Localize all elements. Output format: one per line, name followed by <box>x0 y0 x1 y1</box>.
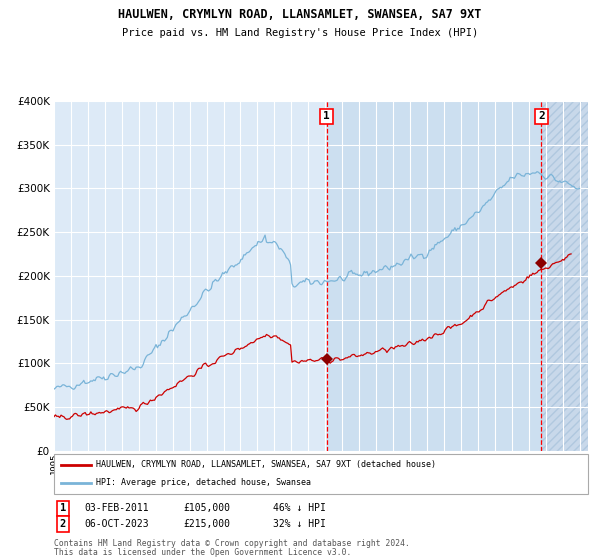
Text: 32% ↓ HPI: 32% ↓ HPI <box>273 519 326 529</box>
Text: HAULWEN, CRYMLYN ROAD, LLANSAMLET, SWANSEA, SA7 9XT: HAULWEN, CRYMLYN ROAD, LLANSAMLET, SWANS… <box>118 8 482 21</box>
Text: 2: 2 <box>60 519 66 529</box>
Text: HAULWEN, CRYMLYN ROAD, LLANSAMLET, SWANSEA, SA7 9XT (detached house): HAULWEN, CRYMLYN ROAD, LLANSAMLET, SWANS… <box>96 460 436 469</box>
Text: Contains HM Land Registry data © Crown copyright and database right 2024.: Contains HM Land Registry data © Crown c… <box>54 539 410 548</box>
Text: HPI: Average price, detached house, Swansea: HPI: Average price, detached house, Swan… <box>96 478 311 487</box>
Bar <box>541 101 588 451</box>
Text: 2: 2 <box>538 111 545 122</box>
Text: 03-FEB-2011: 03-FEB-2011 <box>84 503 149 514</box>
Text: 46% ↓ HPI: 46% ↓ HPI <box>273 503 326 514</box>
Bar <box>326 101 541 451</box>
Text: £105,000: £105,000 <box>183 503 230 514</box>
Text: Price paid vs. HM Land Registry's House Price Index (HPI): Price paid vs. HM Land Registry's House … <box>122 28 478 38</box>
Text: 06-OCT-2023: 06-OCT-2023 <box>84 519 149 529</box>
Text: 1: 1 <box>323 111 330 122</box>
Text: £215,000: £215,000 <box>183 519 230 529</box>
Text: 1: 1 <box>60 503 66 514</box>
Text: This data is licensed under the Open Government Licence v3.0.: This data is licensed under the Open Gov… <box>54 548 352 557</box>
